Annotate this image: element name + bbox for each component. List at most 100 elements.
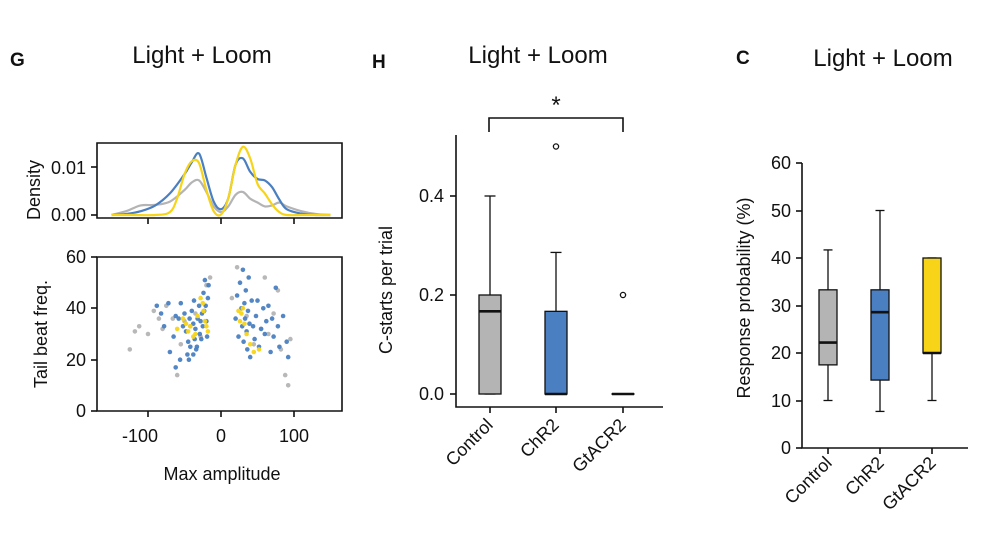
h-y-tick-label: 0.0 xyxy=(419,384,444,404)
scatter-point-chr2 xyxy=(200,324,206,329)
scatter-point-chr2 xyxy=(234,293,240,298)
scatter-x-tick-label: 0 xyxy=(216,426,226,446)
scatter-point-gtacr2 xyxy=(198,295,203,301)
scatter-point-control xyxy=(251,342,257,347)
scatter-point-chr2 xyxy=(178,300,184,306)
scatter-point-chr2 xyxy=(246,275,251,280)
scatter-point-chr2 xyxy=(193,326,198,332)
scatter-point-chr2 xyxy=(266,303,271,309)
density-curves xyxy=(111,145,331,217)
scatter-point-gtacr2 xyxy=(174,326,180,332)
scatter-point-chr2 xyxy=(268,349,273,355)
scatter-point-chr2 xyxy=(275,324,281,329)
scatter-point-control xyxy=(282,372,288,378)
c-x-tick-label: ChR2 xyxy=(841,453,888,500)
scatter-point-chr2 xyxy=(166,300,171,306)
scatter-point-chr2 xyxy=(252,336,257,342)
scatter-point-control xyxy=(151,308,157,314)
scatter-point-chr2 xyxy=(242,300,247,306)
h-x-tick-label: ChR2 xyxy=(516,415,563,462)
scatter-point-chr2 xyxy=(171,334,176,339)
density-curve-gtacr2 xyxy=(111,145,331,217)
scatter-point-chr2 xyxy=(187,316,192,321)
h-x-tick-label: GtACR2 xyxy=(568,415,630,477)
scatter-point-control xyxy=(271,311,276,316)
h-x-ticks xyxy=(489,407,624,413)
density-x-ticks xyxy=(147,218,295,224)
scatter-points xyxy=(127,265,293,388)
scatter-point-chr2 xyxy=(240,267,246,273)
c-x-tick-label: Control xyxy=(781,453,836,508)
c-y-tick-label: 10 xyxy=(771,391,791,411)
scatter-point-control xyxy=(207,275,213,280)
scatter-point-gtacr2 xyxy=(201,308,206,314)
c-x-tick-label: GtACR2 xyxy=(878,453,940,515)
density-plot: 0.00 0.01 Density xyxy=(24,142,343,225)
h-y-tick-label: 0.4 xyxy=(419,186,444,206)
scatter-point-chr2 xyxy=(199,336,204,342)
panel-c: C Light + Loom 0 10 20 30 40 50 60 Respo… xyxy=(734,45,968,514)
h-x-tick-label: Control xyxy=(442,415,497,470)
scatter-point-chr2 xyxy=(253,313,259,319)
scatter-point-chr2 xyxy=(264,318,269,324)
c-y-tick-label: 30 xyxy=(771,296,791,316)
scatter-point-gtacr2 xyxy=(183,321,189,327)
significance-bracket xyxy=(488,117,624,132)
density-y-axis-label: Density xyxy=(24,160,44,220)
scatter-point-chr2 xyxy=(196,303,202,309)
panel-g: G Light + Loom 0.00 0.01 Density xyxy=(10,42,343,484)
c-y-tick-label: 0 xyxy=(781,438,791,458)
scatter-point-chr2 xyxy=(191,321,196,327)
h-box-control xyxy=(478,294,502,395)
scatter-point-control xyxy=(174,372,180,378)
scatter-point-chr2 xyxy=(255,298,260,303)
scatter-point-chr2 xyxy=(193,347,199,352)
scatter-x-ticks xyxy=(147,411,295,417)
scatter-point-gtacr2 xyxy=(180,316,186,321)
scatter-point-chr2 xyxy=(204,334,210,339)
scatter-point-chr2 xyxy=(280,313,286,319)
scatter-point-control xyxy=(288,336,293,342)
scatter-point-chr2 xyxy=(233,316,238,321)
scatter-point-chr2 xyxy=(262,331,268,337)
scatter-point-chr2 xyxy=(173,365,178,370)
scatter-point-chr2 xyxy=(185,352,190,357)
scatter-point-chr2 xyxy=(258,326,264,332)
density-y-tick-label: 0.01 xyxy=(51,158,86,178)
scatter-point-gtacr2 xyxy=(244,331,249,337)
scatter-point-chr2 xyxy=(202,277,208,283)
scatter-x-axis-label: Max amplitude xyxy=(163,464,280,484)
c-y-tick-label: 60 xyxy=(771,153,791,173)
scatter-x-tick-label: -100 xyxy=(122,426,158,446)
scatter-point-chr2 xyxy=(176,316,181,321)
scatter-point-control xyxy=(132,329,138,334)
scatter-point-gtacr2 xyxy=(202,318,208,324)
scatter-point-chr2 xyxy=(167,349,173,355)
scatter-point-chr2 xyxy=(273,285,279,291)
scatter-point-chr2 xyxy=(185,339,191,345)
scatter-y-tick-label: 40 xyxy=(66,298,86,318)
h-y-tick-label: 0.2 xyxy=(419,285,444,305)
scatter-y-tick-label: 60 xyxy=(66,247,86,267)
panel-c-title: Light + Loom xyxy=(813,45,952,72)
panel-g-title: Light + Loom xyxy=(132,42,271,69)
scatter-point-control xyxy=(136,324,142,329)
scatter-point-chr2 xyxy=(250,324,256,329)
density-plot-frame xyxy=(96,142,343,219)
scatter-point-chr2 xyxy=(245,308,251,314)
scatter-y-tick-label: 20 xyxy=(66,350,86,370)
scatter-point-chr2 xyxy=(236,334,241,339)
c-x-ticks xyxy=(827,448,933,454)
c-y-tick-label: 40 xyxy=(771,248,791,268)
h-boxes xyxy=(478,143,635,396)
scatter-point-gtacr2 xyxy=(188,324,193,329)
h-outlier xyxy=(552,143,560,150)
scatter-point-gtacr2 xyxy=(237,318,243,324)
scatter-point-chr2 xyxy=(271,334,276,339)
scatter-point-chr2 xyxy=(277,344,282,350)
scatter-point-gtacr2 xyxy=(204,324,209,329)
h-outlier xyxy=(619,291,627,299)
scatter-point-chr2 xyxy=(189,308,195,314)
scatter-point-control xyxy=(127,347,133,352)
scatter-point-chr2 xyxy=(206,282,211,288)
